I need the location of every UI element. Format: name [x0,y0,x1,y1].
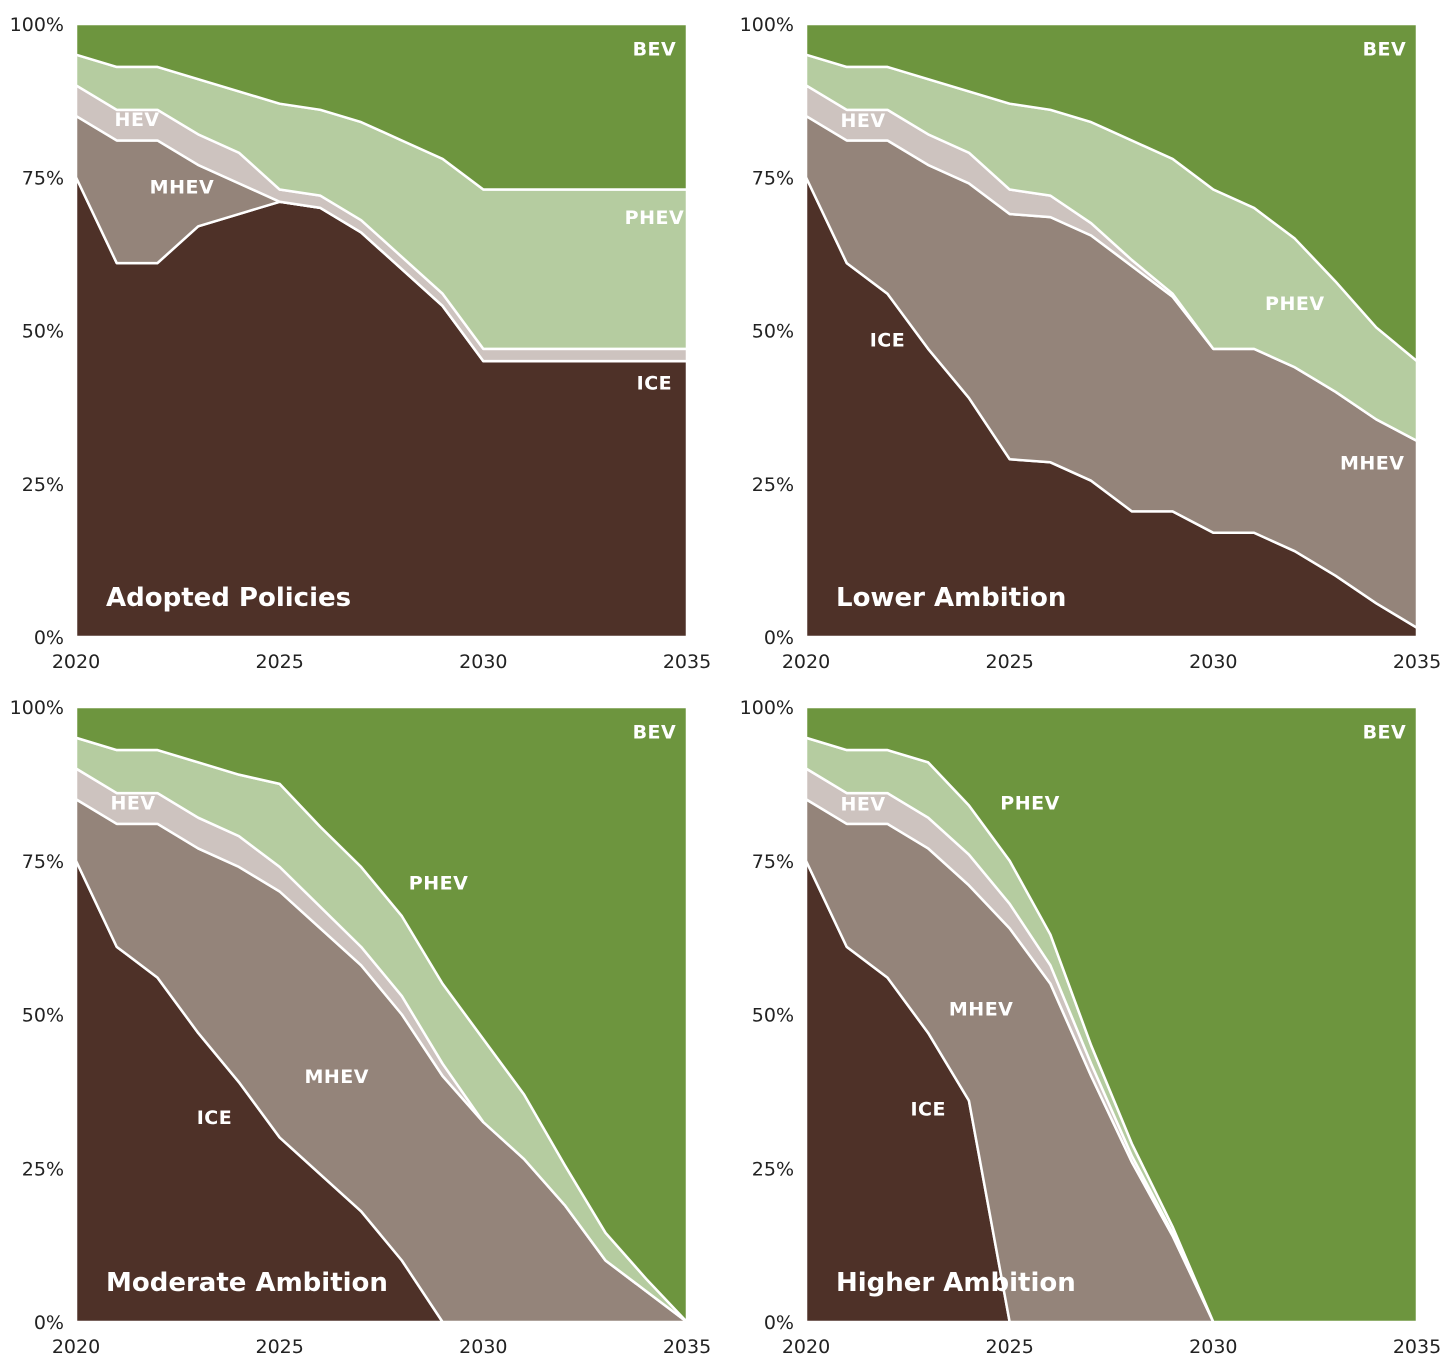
x-tick-label: 2035 [663,1336,711,1358]
area-bev-moderate-ambition [74,705,689,1324]
series-label-mhev: MHEV [1340,452,1405,474]
x-tick-label: 2025 [985,651,1033,673]
series-label-bev: BEV [633,39,677,61]
x-tick-label: 2020 [782,651,830,673]
x-tick-label: 2025 [985,1336,1033,1358]
x-tick-label: 2025 [255,651,303,673]
series-label-hev: HEV [115,109,160,131]
y-tick-label: 25% [752,474,794,496]
series-label-phev: PHEV [1265,293,1325,315]
area-bev-higher-ambition [804,705,1419,1324]
y-tick-label: 75% [22,167,64,189]
areas-adopted-policies [74,22,689,639]
x-tick-label: 2025 [255,1336,303,1358]
area-bev-lower-ambition [804,22,1419,363]
x-tick-label: 2035 [1393,1336,1441,1358]
x-tick-label: 2035 [1393,651,1441,673]
series-label-phev: PHEV [1000,792,1060,814]
areas-lower-ambition [804,22,1419,639]
series-label-phev: PHEV [625,207,685,229]
x-tick-label: 2020 [782,1336,830,1358]
y-tick-label: 25% [752,1158,794,1180]
series-label-hev: HEV [110,792,155,814]
y-tick-label: 100% [10,14,64,36]
y-tick-label: 50% [752,321,794,343]
y-tick-label: 50% [22,1005,64,1027]
series-label-ice: ICE [197,1107,233,1129]
y-tick-label: 100% [10,697,64,719]
chart-title: Adopted Policies [106,583,351,613]
chart-title: Moderate Ambition [106,1268,388,1298]
x-tick-label: 2020 [52,1336,100,1358]
series-label-ice: ICE [910,1099,946,1121]
series-label-bev: BEV [1363,722,1407,744]
area-bev-adopted-policies [74,22,689,191]
y-tick-label: 0% [34,1312,64,1334]
x-tick-label: 2030 [459,1336,507,1358]
y-tick-label: 100% [740,697,794,719]
areas-moderate-ambition [74,705,689,1324]
y-tick-label: 25% [22,1158,64,1180]
x-tick-label: 2030 [1189,651,1237,673]
areas-higher-ambition [804,705,1419,1324]
series-label-mhev: MHEV [949,998,1014,1020]
y-tick-label: 75% [752,851,794,873]
y-tick-label: 50% [752,1005,794,1027]
series-label-bev: BEV [633,722,677,744]
series-label-bev: BEV [1363,39,1407,61]
series-label-hev: HEV [840,110,885,132]
series-label-ice: ICE [637,373,673,395]
x-tick-label: 2030 [459,651,507,673]
series-label-ice: ICE [870,330,906,352]
y-tick-label: 50% [22,321,64,343]
y-tick-label: 0% [764,1312,794,1334]
chart-title: Lower Ambition [836,583,1066,613]
y-tick-label: 0% [34,627,64,649]
x-tick-label: 2020 [52,651,100,673]
series-label-mhev: MHEV [304,1066,369,1088]
chart-title: Higher Ambition [836,1268,1076,1298]
x-tick-label: 2030 [1189,1336,1237,1358]
y-tick-label: 75% [22,851,64,873]
y-tick-label: 75% [752,167,794,189]
series-label-hev: HEV [840,794,885,816]
y-tick-label: 0% [764,627,794,649]
y-tick-label: 25% [22,474,64,496]
series-label-mhev: MHEV [150,176,215,198]
y-tick-label: 100% [740,14,794,36]
x-tick-label: 2035 [663,651,711,673]
series-label-phev: PHEV [409,872,469,894]
